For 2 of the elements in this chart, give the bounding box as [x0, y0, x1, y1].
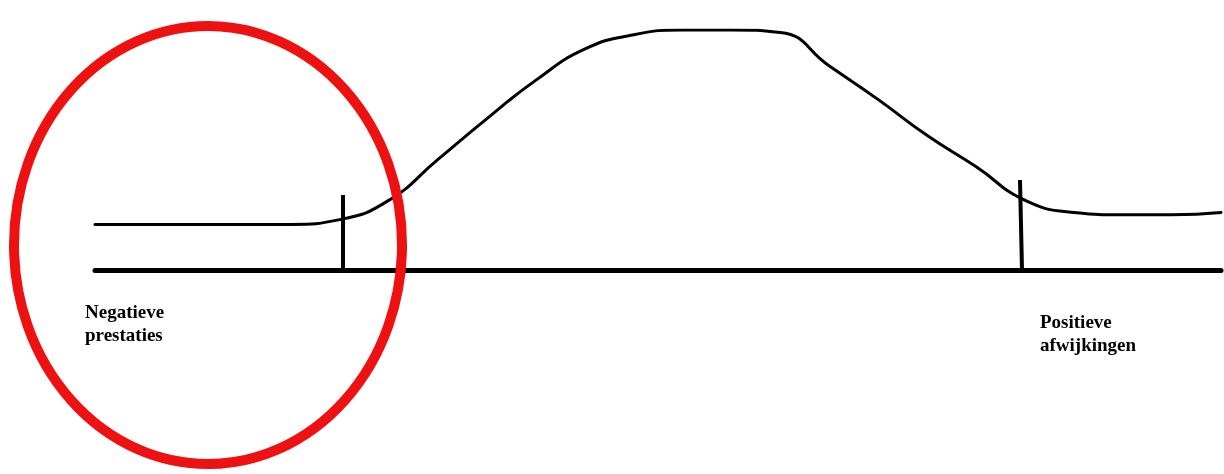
- text: Negatieve prestaties: [85, 300, 166, 346]
- text: Positieve afwijkingen: [1040, 310, 1138, 356]
